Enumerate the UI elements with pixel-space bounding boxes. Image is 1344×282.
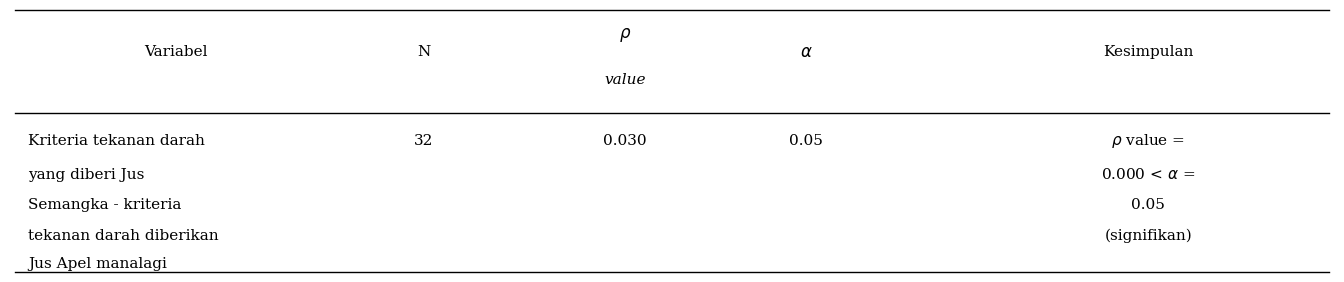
Text: Kriteria tekanan darah: Kriteria tekanan darah (28, 134, 206, 148)
Text: Kesimpulan: Kesimpulan (1103, 45, 1193, 59)
Text: 0.030: 0.030 (603, 134, 646, 148)
Text: Semangka - kriteria: Semangka - kriteria (28, 198, 181, 212)
Text: 0.000 < $\alpha$ =: 0.000 < $\alpha$ = (1101, 167, 1195, 182)
Text: value: value (605, 72, 646, 87)
Text: 32: 32 (414, 134, 434, 148)
Text: 0.05: 0.05 (1132, 198, 1165, 212)
Text: Jus Apel manalagi: Jus Apel manalagi (28, 257, 167, 271)
Text: (signifikan): (signifikan) (1105, 229, 1192, 243)
Text: tekanan darah diberikan: tekanan darah diberikan (28, 229, 219, 243)
Text: 0.05: 0.05 (789, 134, 823, 148)
Text: $\alpha$: $\alpha$ (800, 43, 813, 61)
Text: Variabel: Variabel (144, 45, 207, 59)
Text: $\rho$ value =: $\rho$ value = (1111, 132, 1185, 150)
Text: $\rho$: $\rho$ (618, 26, 632, 44)
Text: N: N (417, 45, 430, 59)
Text: yang diberi Jus: yang diberi Jus (28, 168, 145, 182)
